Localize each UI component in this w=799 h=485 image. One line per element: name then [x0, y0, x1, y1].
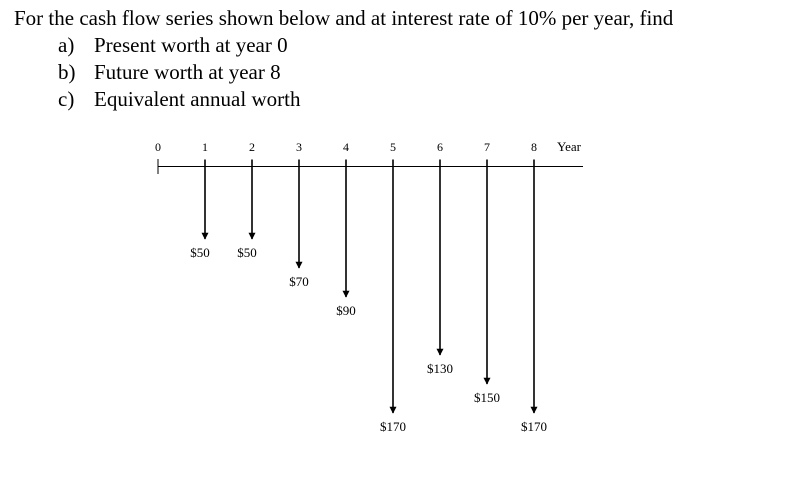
question-parts: a) Present worth at year 0 b) Future worth…	[14, 32, 794, 113]
year-tick-label: 8	[531, 140, 537, 154]
cash-flow-amount-label: $130	[427, 361, 453, 376]
year-tick-label: 2	[249, 140, 255, 154]
cash-flow-amount-label: $50	[190, 245, 210, 260]
cash-flow-amount-label: $150	[474, 390, 500, 405]
part-text: Future worth at year 8	[94, 60, 281, 84]
year-tick-label: 1	[202, 140, 208, 154]
cash-flow-amount-labels: $50 $50 $70 $90 $170 $130 $150 $170	[190, 245, 547, 434]
year-tick-label: 3	[296, 140, 302, 154]
question-part-c: c) Equivalent annual worth	[58, 86, 794, 113]
part-letter: c)	[58, 87, 75, 111]
cash-flow-amount-label: $70	[289, 274, 309, 289]
cash-flow-amount-label: $90	[336, 303, 356, 318]
year-tick-label: 7	[484, 140, 490, 154]
year-tick-label: 0	[155, 140, 161, 154]
part-letter: a)	[58, 33, 75, 57]
cash-flow-arrows	[201, 159, 538, 414]
part-text: Present worth at year 0	[94, 33, 288, 57]
question-part-a: a) Present worth at year 0	[58, 32, 794, 59]
problem-text: For the cash flow series shown below and…	[14, 4, 794, 113]
year-tick-labels: 0 1 2 3 4 5 6 7 8	[155, 140, 537, 154]
year-tick-label: 6	[437, 140, 443, 154]
part-letter: b)	[58, 60, 76, 84]
year-tick-label: 4	[343, 140, 349, 154]
year-tick-label: 5	[390, 140, 396, 154]
cash-flow-amount-label: $50	[237, 245, 257, 260]
part-text: Equivalent annual worth	[94, 87, 301, 111]
cash-flow-amount-label: $170	[380, 419, 406, 434]
question-part-b: b) Future worth at year 8	[58, 59, 794, 86]
cash-flow-amount-label: $170	[521, 419, 547, 434]
axis-unit-label: Year	[557, 139, 582, 154]
problem-statement: For the cash flow series shown below and…	[14, 6, 674, 30]
